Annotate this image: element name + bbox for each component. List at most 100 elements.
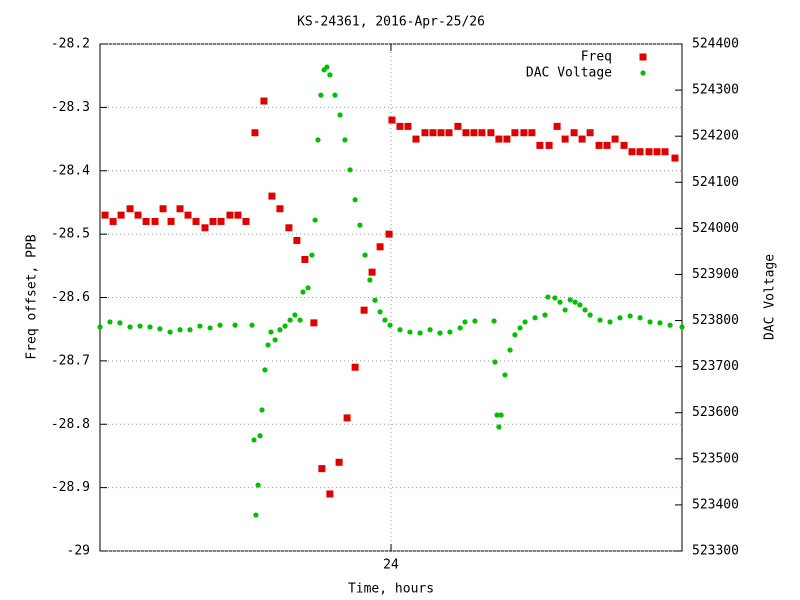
data-point: [297, 317, 303, 323]
data-point: [268, 192, 276, 200]
data-point: [242, 217, 250, 225]
data-point: [134, 211, 142, 219]
data-point: [498, 412, 504, 418]
data-point: [492, 359, 498, 365]
data-point: [167, 217, 175, 225]
data-point: [151, 217, 159, 225]
data-point: [542, 312, 548, 318]
data-point: [627, 313, 633, 319]
data-point: [324, 64, 330, 70]
data-point: [368, 268, 376, 276]
data-point: [491, 318, 497, 324]
data-point: [586, 129, 594, 137]
data-point: [617, 315, 623, 321]
data-point: [272, 337, 278, 343]
data-point: [372, 297, 378, 303]
data-point: [570, 129, 578, 137]
y-tick-label: -28.5: [51, 227, 90, 242]
data-point: [367, 277, 373, 283]
data-point: [376, 243, 384, 251]
y2-tick-label: 523900: [692, 267, 739, 282]
data-point: [427, 327, 433, 333]
data-point: [347, 167, 353, 173]
data-point: [342, 137, 348, 143]
data-point: [282, 323, 288, 329]
y2-tick-label: 524200: [692, 129, 739, 144]
data-point: [126, 205, 134, 213]
data-point: [587, 312, 593, 318]
data-point: [447, 329, 453, 335]
data-point: [305, 285, 311, 291]
data-point: [520, 129, 528, 137]
y-tick-label: -28.2: [51, 37, 90, 52]
data-point: [159, 205, 167, 213]
y2-tick-label: 523800: [692, 313, 739, 328]
data-point: [667, 322, 673, 328]
data-point: [567, 297, 573, 303]
x-axis-label: Time, hours: [348, 582, 434, 597]
data-point: [127, 324, 133, 330]
data-point: [142, 217, 150, 225]
data-point: [577, 302, 583, 308]
data-point: [552, 295, 558, 301]
data-point: [259, 407, 265, 413]
data-point: [595, 141, 603, 149]
data-point: [637, 315, 643, 321]
data-point: [545, 141, 553, 149]
data-point: [382, 317, 388, 323]
data-point: [184, 211, 192, 219]
data-point: [397, 327, 403, 333]
data-point: [494, 412, 500, 418]
y-tick-label: -28.9: [51, 480, 90, 495]
data-point: [101, 211, 109, 219]
y2-tick-label: 524000: [692, 221, 739, 236]
data-point: [561, 135, 569, 143]
data-point: [176, 205, 184, 213]
data-point: [388, 116, 396, 124]
data-point: [209, 217, 217, 225]
chart-title: KS-24361, 2016-Apr-25/26: [297, 15, 485, 30]
data-point: [326, 490, 334, 498]
data-point: [636, 148, 644, 156]
data-point: [335, 458, 343, 466]
y-tick-label: -29: [67, 544, 90, 559]
y2-tick-label: 524300: [692, 83, 739, 98]
data-point: [253, 512, 259, 518]
y-tick-label: -28.8: [51, 417, 90, 432]
data-point: [657, 320, 663, 326]
data-point: [417, 330, 423, 336]
data-point: [360, 306, 368, 314]
data-point: [226, 211, 234, 219]
data-point: [457, 325, 463, 331]
data-point: [251, 129, 259, 137]
data-point: [421, 129, 429, 137]
data-point: [137, 323, 143, 329]
data-point: [536, 141, 544, 149]
y2-tick-label: 523700: [692, 359, 739, 374]
data-point: [495, 135, 503, 143]
data-point: [462, 129, 470, 137]
data-point: [265, 342, 271, 348]
legend-marker: [640, 70, 646, 76]
data-point: [192, 217, 200, 225]
data-point: [671, 154, 679, 162]
y-tick-label: -28.7: [51, 353, 90, 368]
legend-marker: [639, 53, 647, 61]
data-point: [517, 325, 523, 331]
data-point: [496, 424, 502, 430]
data-point: [300, 289, 306, 295]
data-point: [507, 347, 513, 353]
data-point: [503, 135, 511, 143]
y2-tick-label: 523500: [692, 451, 739, 466]
data-point: [572, 299, 578, 305]
data-point: [653, 148, 661, 156]
data-point: [251, 437, 257, 443]
y2-tick-label: 523600: [692, 405, 739, 420]
data-point: [285, 224, 293, 232]
data-point: [620, 141, 628, 149]
data-point: [255, 482, 261, 488]
data-point: [332, 92, 338, 98]
data-point: [470, 129, 478, 137]
data-point: [207, 325, 213, 331]
